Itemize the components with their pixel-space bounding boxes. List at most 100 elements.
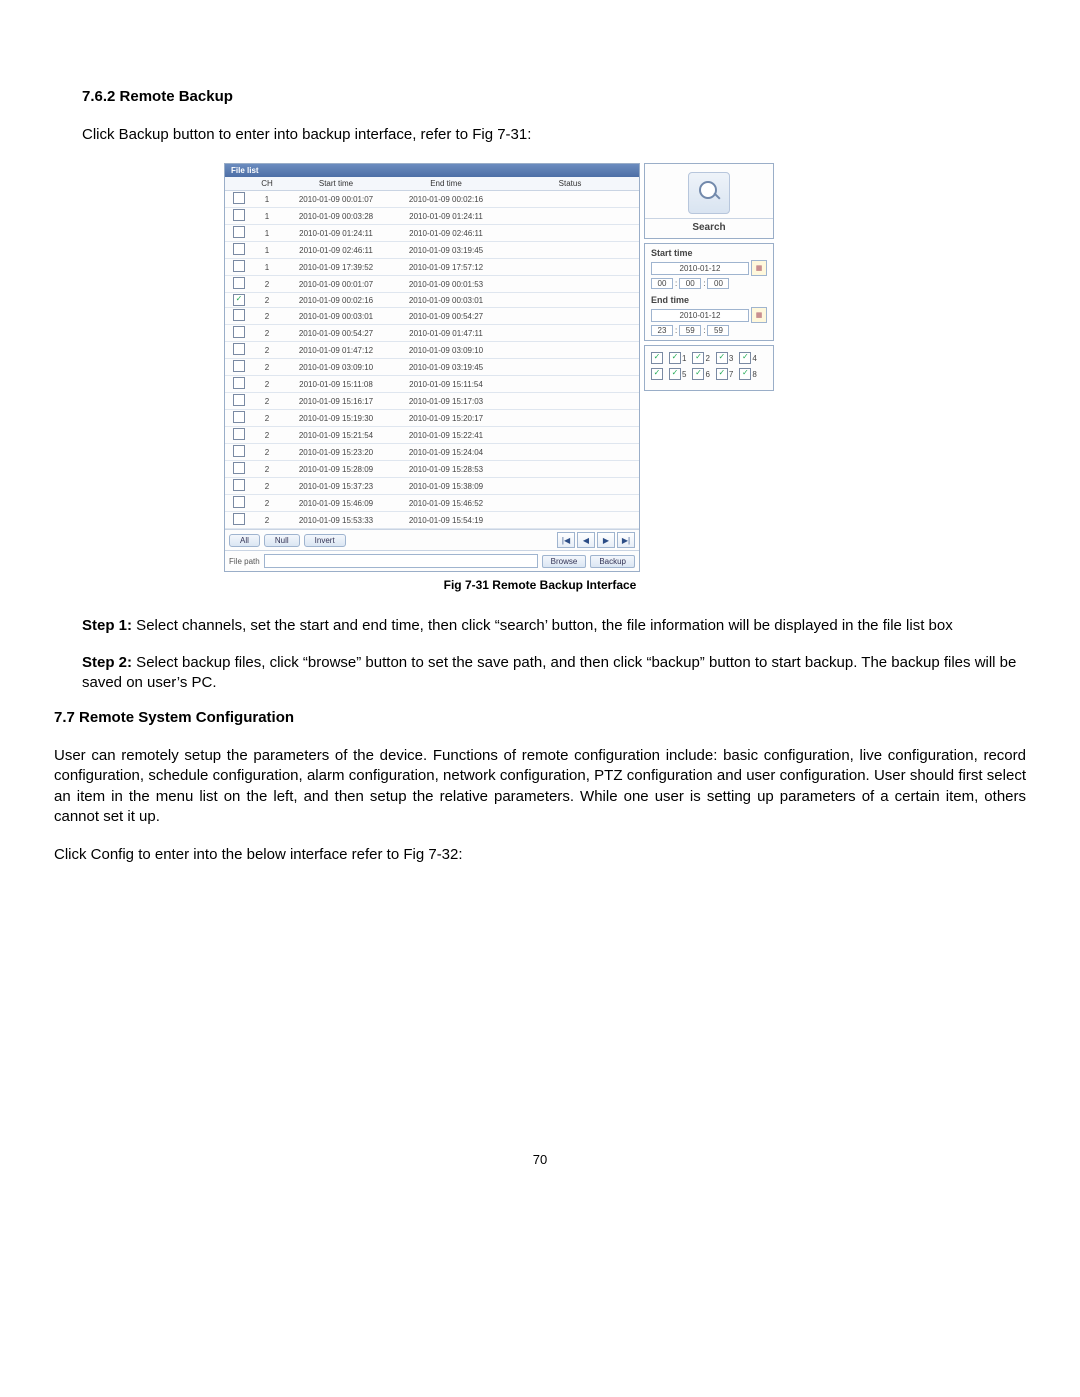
end-second-input[interactable]: 59 (707, 325, 729, 336)
file-path-input[interactable] (264, 554, 538, 568)
channel-item[interactable]: ✓8 (739, 368, 756, 380)
table-row[interactable]: ✓22010-01-09 00:02:162010-01-09 00:03:01 (225, 293, 639, 308)
start-date-input[interactable]: 2010-01-12 (651, 262, 749, 275)
time-range-box: Start time 2010-01-12 ▦ 00 : 00 : 00 End… (644, 243, 774, 341)
row-checkbox[interactable] (233, 326, 245, 338)
start-second-input[interactable]: 00 (707, 278, 729, 289)
row-end: 2010-01-09 15:17:03 (391, 393, 501, 410)
col-ch: CH (253, 177, 281, 191)
start-minute-input[interactable]: 00 (679, 278, 701, 289)
channel-item[interactable]: ✓4 (739, 352, 756, 364)
table-row[interactable]: 22010-01-09 15:16:172010-01-09 15:17:03 (225, 393, 639, 410)
row-checkbox[interactable] (233, 411, 245, 423)
pager-prev-icon[interactable]: ◀ (577, 532, 595, 548)
row-start: 2010-01-09 15:28:09 (281, 461, 391, 478)
backup-button[interactable]: Backup (590, 555, 635, 568)
row-start: 2010-01-09 00:03:28 (281, 208, 391, 225)
section-77-paragraph: User can remotely setup the parameters o… (54, 746, 1026, 827)
table-row[interactable]: 12010-01-09 00:03:282010-01-09 01:24:11 (225, 208, 639, 225)
row-checkbox[interactable]: ✓ (233, 294, 245, 306)
all-button[interactable]: All (229, 534, 260, 547)
channel-checkbox[interactable]: ✓ (692, 352, 704, 364)
row-status (501, 242, 639, 259)
table-row[interactable]: 22010-01-09 15:53:332010-01-09 15:54:19 (225, 512, 639, 529)
end-hour-input[interactable]: 23 (651, 325, 673, 336)
row-checkbox[interactable] (233, 309, 245, 321)
row-start: 2010-01-09 03:09:10 (281, 359, 391, 376)
channel-master-checkbox[interactable]: ✓ (651, 352, 663, 364)
table-row[interactable]: 12010-01-09 01:24:112010-01-09 02:46:11 (225, 225, 639, 242)
search-icon[interactable] (688, 172, 730, 214)
table-row[interactable]: 12010-01-09 02:46:112010-01-09 03:19:45 (225, 242, 639, 259)
pager: |◀ ◀ ▶ ▶| (557, 532, 635, 548)
table-row[interactable]: 22010-01-09 15:23:202010-01-09 15:24:04 (225, 444, 639, 461)
row-checkbox[interactable] (233, 343, 245, 355)
row-start: 2010-01-09 01:47:12 (281, 342, 391, 359)
channel-checkbox[interactable]: ✓ (739, 368, 751, 380)
start-hour-input[interactable]: 00 (651, 278, 673, 289)
table-row[interactable]: 22010-01-09 15:28:092010-01-09 15:28:53 (225, 461, 639, 478)
row-checkbox[interactable] (233, 445, 245, 457)
table-row[interactable]: 22010-01-09 15:37:232010-01-09 15:38:09 (225, 478, 639, 495)
channel-checkbox[interactable]: ✓ (669, 352, 681, 364)
channel-master-checkbox[interactable]: ✓ (651, 368, 663, 380)
table-row[interactable]: 22010-01-09 03:09:102010-01-09 03:19:45 (225, 359, 639, 376)
channel-item[interactable]: ✓3 (716, 352, 733, 364)
table-row[interactable]: 22010-01-09 15:21:542010-01-09 15:22:41 (225, 427, 639, 444)
table-row[interactable]: 12010-01-09 17:39:522010-01-09 17:57:12 (225, 259, 639, 276)
channel-checkbox[interactable]: ✓ (692, 368, 704, 380)
row-checkbox[interactable] (233, 479, 245, 491)
table-row[interactable]: 12010-01-09 00:01:072010-01-09 00:02:16 (225, 191, 639, 208)
row-checkbox[interactable] (233, 513, 245, 525)
row-checkbox[interactable] (233, 360, 245, 372)
row-checkbox[interactable] (233, 209, 245, 221)
channel-checkbox[interactable]: ✓ (739, 352, 751, 364)
row-checkbox[interactable] (233, 428, 245, 440)
row-ch: 2 (253, 427, 281, 444)
row-checkbox[interactable] (233, 192, 245, 204)
table-row[interactable]: 22010-01-09 00:54:272010-01-09 01:47:11 (225, 325, 639, 342)
row-checkbox[interactable] (233, 394, 245, 406)
table-row[interactable]: 22010-01-09 15:19:302010-01-09 15:20:17 (225, 410, 639, 427)
channel-checkbox[interactable]: ✓ (716, 368, 728, 380)
pager-last-icon[interactable]: ▶| (617, 532, 635, 548)
channel-item[interactable]: ✓1 (669, 352, 686, 364)
row-checkbox[interactable] (233, 226, 245, 238)
table-row[interactable]: 22010-01-09 01:47:122010-01-09 03:09:10 (225, 342, 639, 359)
null-button[interactable]: Null (264, 534, 300, 547)
row-checkbox[interactable] (233, 496, 245, 508)
invert-button[interactable]: Invert (304, 534, 346, 547)
row-checkbox[interactable] (233, 243, 245, 255)
channel-item[interactable]: ✓2 (692, 352, 709, 364)
row-checkbox[interactable] (233, 462, 245, 474)
section-77-line: Click Config to enter into the below int… (54, 845, 1026, 865)
search-panel: Search Start time 2010-01-12 ▦ 00 : 00 :… (644, 163, 774, 572)
row-start: 2010-01-09 00:03:01 (281, 308, 391, 325)
channel-item[interactable]: ✓6 (692, 368, 709, 380)
row-checkbox[interactable] (233, 377, 245, 389)
table-row[interactable]: 22010-01-09 15:11:082010-01-09 15:11:54 (225, 376, 639, 393)
end-date-input[interactable]: 2010-01-12 (651, 309, 749, 322)
channel-label: 6 (705, 370, 709, 379)
step-1: Step 1: Select channels, set the start a… (82, 616, 1026, 636)
end-calendar-icon[interactable]: ▦ (751, 307, 767, 323)
row-ch: 2 (253, 359, 281, 376)
pager-first-icon[interactable]: |◀ (557, 532, 575, 548)
search-box: Search (644, 163, 774, 239)
channel-checkbox[interactable]: ✓ (716, 352, 728, 364)
row-checkbox[interactable] (233, 260, 245, 272)
table-row[interactable]: 22010-01-09 00:01:072010-01-09 00:01:53 (225, 276, 639, 293)
channel-checkbox[interactable]: ✓ (669, 368, 681, 380)
browse-button[interactable]: Browse (542, 555, 587, 568)
channel-item[interactable]: ✓7 (716, 368, 733, 380)
channel-label: 2 (705, 354, 709, 363)
row-end: 2010-01-09 15:46:52 (391, 495, 501, 512)
table-row[interactable]: 22010-01-09 15:46:092010-01-09 15:46:52 (225, 495, 639, 512)
channel-item[interactable]: ✓5 (669, 368, 686, 380)
end-minute-input[interactable]: 59 (679, 325, 701, 336)
pager-next-icon[interactable]: ▶ (597, 532, 615, 548)
table-row[interactable]: 22010-01-09 00:03:012010-01-09 00:54:27 (225, 308, 639, 325)
row-checkbox[interactable] (233, 277, 245, 289)
row-end: 2010-01-09 03:09:10 (391, 342, 501, 359)
start-calendar-icon[interactable]: ▦ (751, 260, 767, 276)
